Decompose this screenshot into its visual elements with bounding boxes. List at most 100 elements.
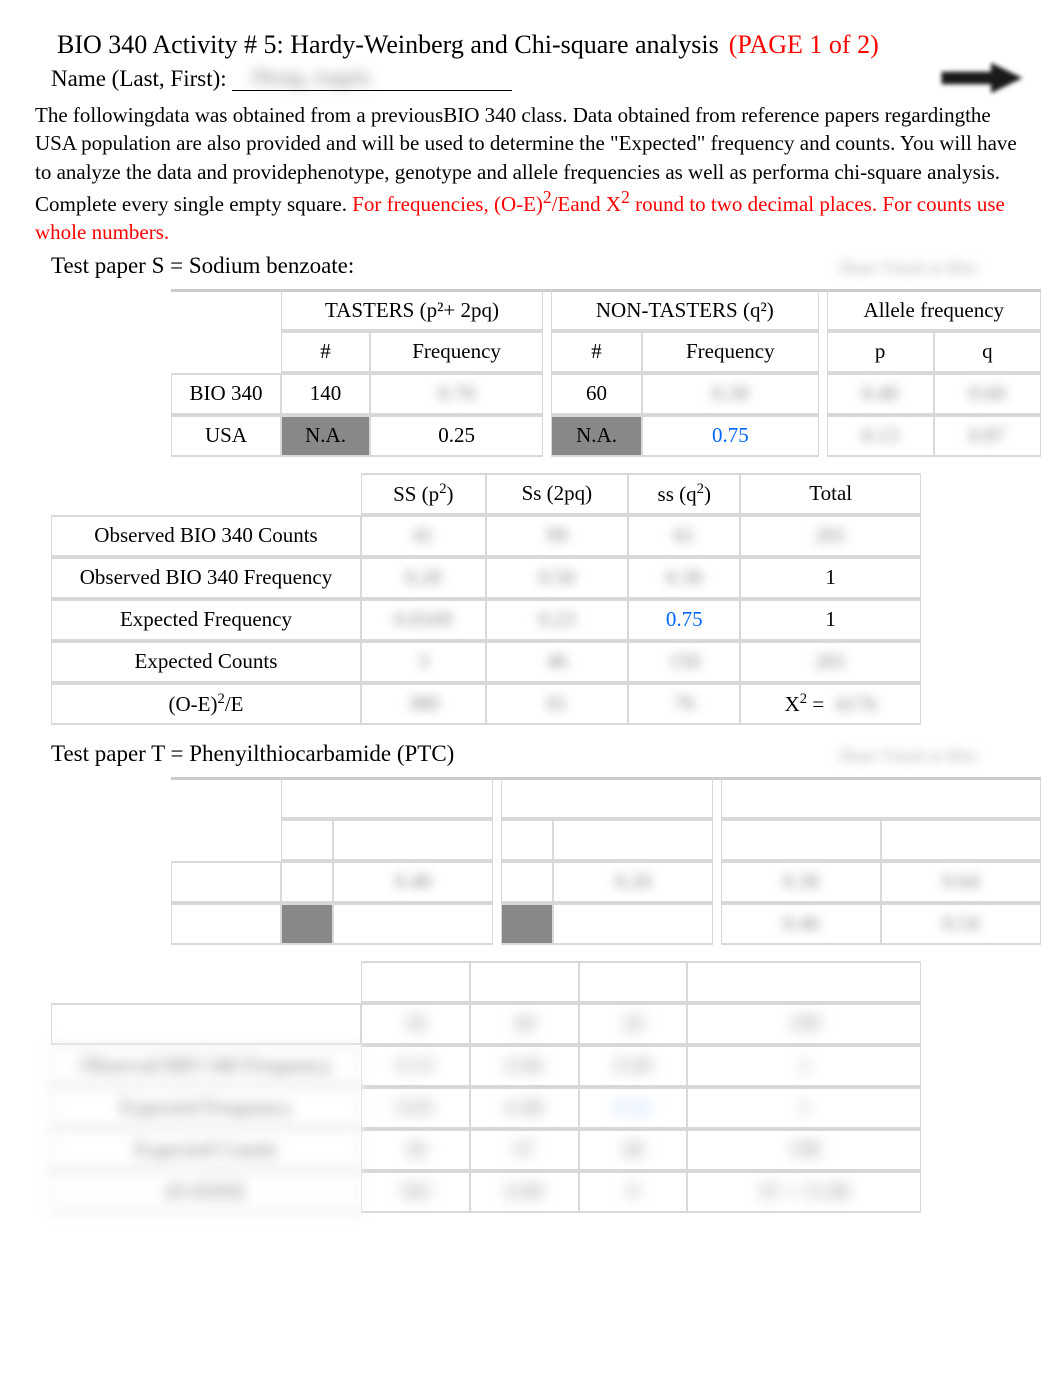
cell: 1 — [740, 557, 921, 599]
hdr-Ss: Ss (2pq) — [486, 473, 629, 515]
sub-freq-2: Frequency — [642, 331, 819, 373]
cell-na — [281, 903, 333, 945]
row-label — [51, 1003, 361, 1045]
watermark: Share Visual as Blur — [838, 258, 1027, 278]
cell: 76 — [628, 683, 740, 725]
cell: 140 — [281, 373, 370, 415]
next-page-arrow-icon — [937, 58, 1027, 98]
cell: 0.70 — [370, 373, 543, 415]
hdr-SS: SS (p2) — [361, 473, 486, 515]
cell: 0.32 — [579, 1087, 688, 1129]
cell: 0.60 — [934, 373, 1041, 415]
hdr-total: Total — [740, 473, 921, 515]
cell: 365 — [361, 1171, 470, 1213]
cell: 201 — [740, 515, 921, 557]
page-indicator: (PAGE 1 of 2) — [729, 30, 879, 60]
table-s-phenotype: TASTERS (p²+ 2pq) NON-TASTERS (q²) Allel… — [171, 289, 1041, 457]
cell — [361, 961, 470, 1003]
cell-blue: 0.75 — [628, 599, 740, 641]
cell: 199 — [687, 1003, 921, 1045]
hdr-nontasters-t — [501, 777, 713, 819]
cell — [721, 819, 881, 861]
row-label: (O-EEEE — [51, 1171, 361, 1213]
row-usa-label: USA — [171, 415, 281, 457]
cell: 380 — [361, 683, 486, 725]
table-s-chisquare: SS (p2) Ss (2pq) ss (q2) Total Observed … — [51, 473, 921, 725]
cell: 40 — [579, 1129, 688, 1171]
cell — [333, 903, 493, 945]
cell: 1 — [740, 599, 921, 641]
cell — [553, 903, 713, 945]
hdr-allele-t — [721, 777, 1041, 819]
row-label: (O-E)2/E — [51, 683, 361, 725]
hdr-nontasters: NON-TASTERS (q²) — [551, 289, 819, 331]
cell — [579, 961, 688, 1003]
sub-num-1: # — [281, 331, 370, 373]
cell: 0.46 — [470, 1045, 579, 1087]
cell: 30 — [361, 1129, 470, 1171]
hdr-allele: Allele frequency — [827, 289, 1041, 331]
cell: 0.15 — [361, 1045, 470, 1087]
hdr-tasters-t — [281, 777, 493, 819]
cell: 0.13 — [827, 415, 934, 457]
cell: 0.87 — [934, 415, 1041, 457]
cell: 61 — [628, 515, 740, 557]
cell — [470, 961, 579, 1003]
page-title: BIO 340 Activity # 5: Hardy-Weinberg and… — [57, 30, 719, 60]
cell: 0.30 — [642, 373, 819, 415]
cell: 0.0169 — [361, 599, 486, 641]
cell: 61 — [486, 683, 629, 725]
cell: 99 — [486, 515, 629, 557]
table-t-chisquare: 30 49 20 199 Observed BIO 340 Frequency … — [51, 961, 921, 1213]
cell-na: N.A. — [551, 415, 642, 457]
sub-q: q — [934, 331, 1041, 373]
intro-paragraph: The followingdata was obtained from a pr… — [35, 101, 1027, 247]
cell: 0.30 — [628, 557, 740, 599]
table-t-phenotype: 0.40 0.20 0.36 0.64 0.46 0.54 — [171, 777, 1041, 945]
cell — [501, 861, 553, 903]
hdr-ss: ss (q2) — [628, 473, 740, 515]
cell: 201 — [740, 641, 921, 683]
sub-freq-1: Frequency — [370, 331, 543, 373]
row-bio-label: BIO 340 — [171, 373, 281, 415]
cell: 198 — [687, 1129, 921, 1171]
cell-blue: 0.75 — [642, 415, 819, 457]
row-label: Expected Frequency — [51, 599, 361, 641]
cell: 0.64 — [881, 861, 1041, 903]
cell: 0.40 — [333, 861, 493, 903]
name-value: Phong, Angela — [232, 67, 390, 89]
row-label: Observed BIO 340 Frequency — [51, 1045, 361, 1087]
cell — [881, 819, 1041, 861]
row-label: Observed BIO 340 Frequency — [51, 557, 361, 599]
cell — [281, 819, 333, 861]
cell — [171, 903, 281, 945]
hdr-tasters: TASTERS (p²+ 2pq) — [281, 289, 543, 331]
cell — [687, 961, 921, 1003]
cell: 47 — [470, 1129, 579, 1171]
cell: 0.23 — [486, 599, 629, 641]
cell: 0.46 — [721, 903, 881, 945]
cell: 20 — [579, 1003, 688, 1045]
intro-red-1: For frequencies, (O-E)2/Eand X2 — [352, 192, 630, 216]
cell: 30 — [361, 1003, 470, 1045]
cell: 0.40 — [827, 373, 934, 415]
cell-x2: X² = 11.88 — [687, 1171, 921, 1213]
cell — [171, 861, 281, 903]
cell: 0.25 — [370, 415, 543, 457]
cell: 41 — [361, 515, 486, 557]
cell: 0.48 — [470, 1087, 579, 1129]
cell — [281, 861, 333, 903]
cell: 150 — [628, 641, 740, 683]
row-label: Expected Counts — [51, 1129, 361, 1171]
cell: 0.20 — [361, 557, 486, 599]
cell: 0.36 — [721, 861, 881, 903]
cell-x2: X2 = 4176 — [740, 683, 921, 725]
name-field-line: Name (Last, First): Phong, Angela — [35, 66, 1027, 93]
name-label: Name (Last, First): — [51, 66, 232, 91]
cell: 46 — [486, 641, 629, 683]
cell: 0.20 — [553, 861, 713, 903]
cell-na — [501, 903, 553, 945]
cell — [553, 819, 713, 861]
cell: 0.54 — [881, 903, 1041, 945]
cell: 0.05 — [361, 1087, 470, 1129]
